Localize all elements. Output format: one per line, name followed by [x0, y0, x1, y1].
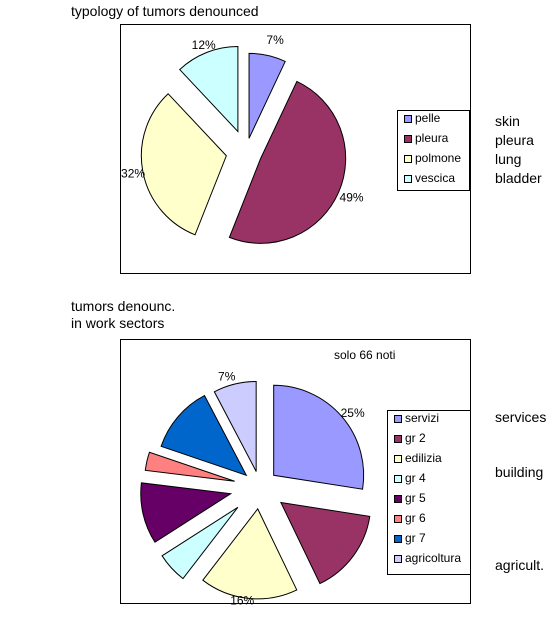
chart2-side-label-services: services [495, 409, 547, 425]
legend-swatch [394, 435, 402, 443]
legend-swatch [394, 415, 402, 423]
legend-label: polmone [415, 151, 462, 165]
pie-slice-polmone [140, 93, 227, 236]
chart2-title-line1: tumors denounc. [71, 298, 176, 314]
chart1-side-labels: skin pleura lung bladder [495, 112, 542, 188]
legend-swatch [404, 135, 412, 143]
pie-slice-gr-5 [140, 482, 233, 543]
pie-data-label: 16% [230, 593, 254, 607]
legend-label: gr 2 [405, 431, 426, 445]
side-label-skin: skin [495, 113, 520, 129]
pie-data-label: 32% [121, 167, 145, 181]
legend-label: agricoltura [405, 551, 462, 565]
chart1-legend: pelle pleura polmone vescica [397, 110, 470, 191]
legend-label: servizi [405, 411, 440, 425]
chart2-side-label-building: building [495, 464, 544, 480]
pie-slice-pelle [248, 52, 286, 139]
pie-slice-servizi [273, 384, 365, 490]
pie-slice-gr-2 [280, 501, 371, 585]
chart1-title: typology of tumors denounced [71, 3, 259, 19]
chart2-side-label-agricult: agricult. [495, 557, 545, 573]
legend-swatch [394, 535, 402, 543]
legend-swatch [394, 495, 402, 503]
pie-data-label: 7% [218, 369, 236, 383]
pie-slice-gr-4 [161, 506, 239, 580]
legend-label: gr 7 [405, 531, 426, 545]
legend-swatch [394, 555, 402, 563]
legend-label: pelle [415, 111, 441, 125]
legend-swatch [394, 515, 402, 523]
chart2-title: tumors denounc. in work sectors [71, 298, 175, 332]
legend-label: edilizia [405, 451, 442, 465]
legend-label: gr 5 [405, 491, 426, 505]
side-label-lung: lung [495, 151, 522, 167]
pie-data-label: 25% [341, 406, 365, 420]
legend-label: gr 4 [405, 471, 426, 485]
pie-data-label: 49% [340, 191, 364, 205]
pie-data-label: 12% [192, 38, 216, 52]
legend-swatch [394, 455, 402, 463]
legend-label: vescica [415, 171, 456, 185]
pie-slice-vescica [179, 46, 239, 133]
pie-data-label: 7% [266, 33, 284, 47]
pie-slice-gr-7 [160, 394, 248, 477]
legend-swatch [394, 475, 402, 483]
legend-label: pleura [415, 131, 449, 145]
chart2-title-line2: in work sectors [71, 315, 165, 331]
legend-swatch [404, 155, 412, 163]
side-label-bladder: bladder [495, 170, 542, 186]
legend-swatch [404, 115, 412, 123]
chart2-annotation: solo 66 noti [334, 348, 396, 362]
pie-slice-gr-6 [144, 451, 235, 482]
pie-slice-agricoltura [213, 380, 257, 472]
side-label-pleura: pleura [495, 132, 534, 148]
pie-slice-edilizia [202, 507, 298, 600]
legend-swatch [404, 175, 412, 183]
pie-slice-pleura [228, 80, 347, 244]
chart2-legend: servizi gr 2 edilizia gr 4 gr 5 gr 6 gr … [387, 410, 471, 575]
legend-label: gr 6 [405, 511, 426, 525]
